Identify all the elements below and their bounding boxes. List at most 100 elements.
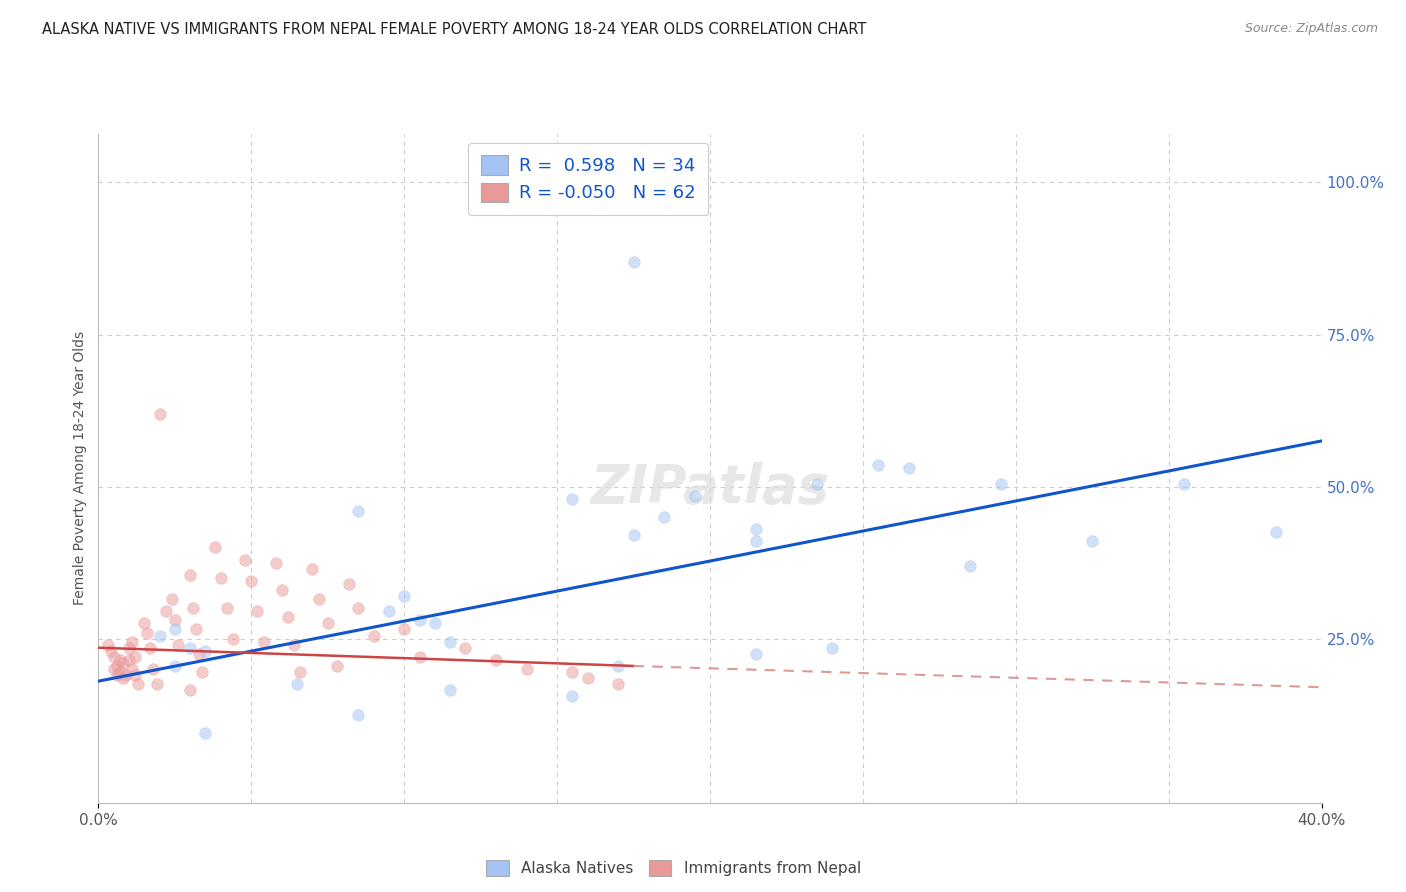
- Point: [683, 489, 706, 503]
- Legend: Alaska Natives, Immigrants from Nepal: Alaska Natives, Immigrants from Nepal: [479, 854, 868, 882]
- Point: [194, 644, 217, 658]
- Point: [301, 562, 323, 576]
- Text: ALASKA NATIVE VS IMMIGRANTS FROM NEPAL FEMALE POVERTY AMONG 18-24 YEAR OLDS CORR: ALASKA NATIVE VS IMMIGRANTS FROM NEPAL F…: [42, 22, 866, 37]
- Point: [1173, 476, 1195, 491]
- Point: [105, 668, 128, 682]
- Text: ZIPatlas: ZIPatlas: [591, 462, 830, 515]
- Point: [516, 662, 538, 676]
- Point: [623, 528, 645, 542]
- Point: [363, 629, 385, 643]
- Point: [316, 616, 339, 631]
- Point: [145, 677, 167, 691]
- Point: [160, 592, 183, 607]
- Point: [149, 407, 172, 421]
- Point: [561, 491, 583, 506]
- Point: [134, 616, 156, 631]
- Y-axis label: Female Poverty Among 18-24 Year Olds: Female Poverty Among 18-24 Year Olds: [73, 331, 87, 606]
- Point: [1264, 525, 1286, 540]
- Point: [745, 522, 768, 536]
- Point: [103, 649, 125, 664]
- Point: [163, 659, 186, 673]
- Point: [270, 582, 292, 597]
- Point: [149, 629, 172, 643]
- Point: [118, 640, 141, 655]
- Point: [290, 665, 312, 679]
- Point: [561, 665, 583, 679]
- Point: [439, 683, 461, 698]
- Point: [215, 601, 238, 615]
- Point: [222, 632, 245, 646]
- Point: [233, 552, 256, 566]
- Point: [167, 638, 190, 652]
- Point: [108, 653, 131, 667]
- Point: [347, 504, 370, 518]
- Point: [204, 541, 226, 555]
- Point: [188, 647, 211, 661]
- Point: [439, 634, 461, 648]
- Point: [103, 662, 125, 676]
- Point: [745, 534, 768, 549]
- Point: [408, 649, 430, 664]
- Text: Source: ZipAtlas.com: Source: ZipAtlas.com: [1244, 22, 1378, 36]
- Point: [607, 659, 630, 673]
- Point: [283, 638, 305, 652]
- Point: [277, 610, 299, 624]
- Point: [179, 567, 201, 582]
- Point: [423, 616, 446, 631]
- Point: [326, 659, 349, 673]
- Point: [115, 668, 138, 682]
- Point: [97, 638, 120, 652]
- Point: [194, 726, 217, 740]
- Point: [897, 461, 920, 475]
- Point: [127, 677, 149, 691]
- Point: [959, 558, 981, 573]
- Point: [1081, 534, 1104, 549]
- Point: [392, 623, 416, 637]
- Point: [561, 690, 583, 704]
- Point: [378, 604, 401, 618]
- Point: [337, 577, 360, 591]
- Point: [191, 665, 214, 679]
- Point: [240, 574, 263, 588]
- Point: [246, 604, 269, 618]
- Point: [308, 592, 330, 607]
- Point: [136, 625, 159, 640]
- Point: [806, 476, 828, 491]
- Point: [485, 653, 508, 667]
- Point: [121, 634, 143, 648]
- Point: [181, 601, 204, 615]
- Point: [155, 604, 177, 618]
- Point: [285, 677, 308, 691]
- Point: [111, 656, 134, 670]
- Point: [408, 613, 430, 627]
- Point: [623, 254, 645, 268]
- Point: [252, 634, 274, 648]
- Point: [264, 556, 287, 570]
- Point: [576, 671, 599, 685]
- Point: [186, 623, 208, 637]
- Point: [868, 458, 890, 473]
- Point: [652, 510, 675, 524]
- Point: [347, 601, 370, 615]
- Point: [108, 665, 131, 679]
- Point: [821, 640, 844, 655]
- Point: [139, 640, 162, 655]
- Point: [163, 613, 186, 627]
- Point: [118, 653, 141, 667]
- Point: [347, 707, 370, 722]
- Point: [100, 644, 122, 658]
- Point: [607, 677, 630, 691]
- Point: [121, 662, 143, 676]
- Point: [745, 647, 768, 661]
- Point: [179, 683, 201, 698]
- Point: [163, 623, 186, 637]
- Point: [111, 671, 134, 685]
- Point: [124, 649, 146, 664]
- Point: [454, 640, 477, 655]
- Point: [179, 640, 201, 655]
- Point: [124, 668, 146, 682]
- Point: [105, 659, 128, 673]
- Point: [209, 571, 232, 585]
- Point: [392, 589, 416, 603]
- Point: [990, 476, 1012, 491]
